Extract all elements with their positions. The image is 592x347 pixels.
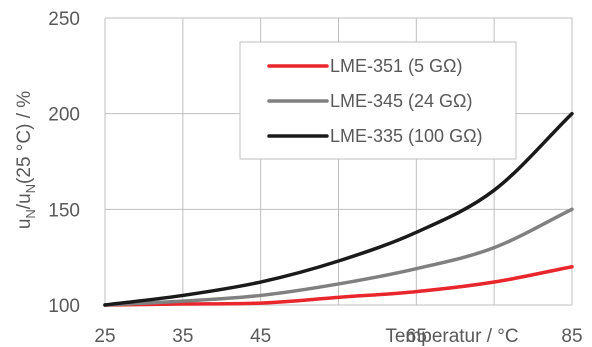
- x-tick-label-0: 25: [94, 326, 115, 347]
- legend-label-0: LME-351 (5 GΩ): [330, 56, 463, 76]
- y-axis-title-subscript-2: N: [23, 184, 38, 193]
- tick-labels: 25 35 45 65 85 100 150 200 250: [48, 9, 582, 347]
- y-tick-label-1: 150: [48, 200, 80, 221]
- x-tick-label-3: 65: [406, 326, 427, 347]
- plot-series: [103, 111, 574, 307]
- x-axis-title: Temperatur / °C: [385, 326, 518, 347]
- y-axis-title-part-3: (25 °C) / %: [14, 91, 35, 184]
- y-tick-label-2: 200: [48, 105, 80, 126]
- series-line-0: [103, 264, 574, 307]
- x-tick-label-2: 45: [250, 326, 271, 347]
- legend: LME-351 (5 GΩ) LME-345 (24 GΩ) LME-335 (10…: [239, 41, 517, 160]
- legend-label-2: LME-335 (100 GΩ): [330, 126, 483, 146]
- y-axis-title-part-1: u: [14, 219, 35, 230]
- y-tick-label-0: 100: [48, 296, 80, 317]
- legend-label-1: LME-345 (24 GΩ): [330, 91, 473, 111]
- series-line-1: [103, 207, 574, 307]
- y-axis-title: uN/uN(25 °C) / %: [14, 91, 38, 229]
- y-axis-title-part-2: /u: [14, 193, 35, 209]
- y-axis-title-subscript-1: N: [23, 209, 38, 218]
- series-line-2: [103, 111, 574, 307]
- x-tick-label-1: 35: [172, 326, 193, 347]
- x-tick-label-4: 85: [561, 326, 582, 347]
- y-tick-label-3: 250: [48, 9, 80, 30]
